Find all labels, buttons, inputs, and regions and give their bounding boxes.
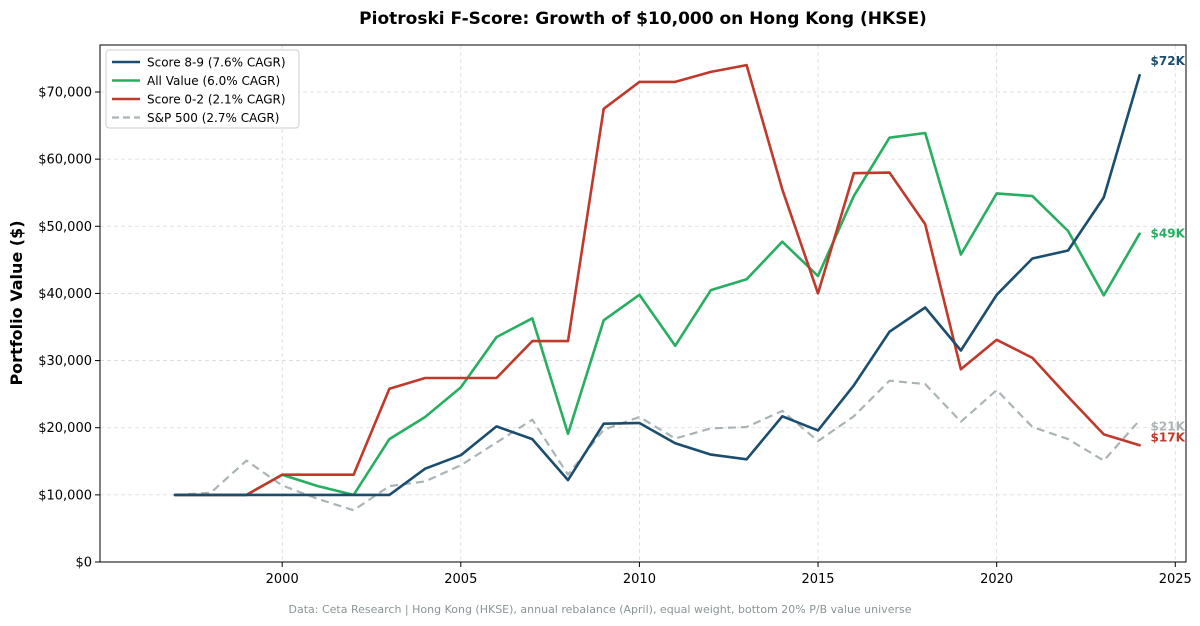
end-labels: $72K $49K $17K$21K xyxy=(1151,54,1186,444)
x-tick-label: 2000 xyxy=(266,572,299,587)
y-tick-label: $0 xyxy=(75,556,92,571)
legend-box xyxy=(105,49,300,129)
x-tick-label: 2025 xyxy=(1159,572,1192,587)
y-tick-label: $60,000 xyxy=(38,153,92,168)
end-label-3: $21K xyxy=(1151,419,1186,433)
legend-label-3: S&P 500 (2.7% CAGR) xyxy=(147,111,279,125)
legend-label-0: Score 8-9 (7.6% CAGR) xyxy=(147,56,286,70)
x-tick-label: 2015 xyxy=(801,572,834,587)
plot-frame xyxy=(99,44,1187,563)
legend: Score 8-9 (7.6% CAGR) All Value (6.0% CAG… xyxy=(105,49,300,129)
series-line-2 xyxy=(173,63,1141,497)
x-tick-label: 2020 xyxy=(980,572,1013,587)
legend-label-1: All Value (6.0% CAGR) xyxy=(147,74,280,88)
legend-label-2: Score 0-2 (2.1% CAGR) xyxy=(147,93,286,107)
grid xyxy=(100,45,1186,563)
y-axis-label: Portfolio Value ($) xyxy=(7,220,26,385)
y-tick-label: $40,000 xyxy=(38,287,92,302)
end-label-2: $17K xyxy=(1151,430,1186,444)
chart-caption: Data: Ceta Research | Hong Kong (HKSE), … xyxy=(289,603,912,616)
y-tick-label: $50,000 xyxy=(38,220,92,235)
end-label-0: $72K xyxy=(1151,54,1186,68)
axis-ticks: $0 $10,000 $20,000 $30,000 $40,000 $50,000 $60… xyxy=(38,86,1192,588)
x-tick-label: 2005 xyxy=(444,572,477,587)
series-line-0 xyxy=(173,73,1141,497)
y-tick-label: $70,000 xyxy=(38,86,92,101)
series-line-1 xyxy=(173,131,1141,497)
x-tick-label: 2010 xyxy=(623,572,656,587)
series-line-3 xyxy=(174,379,1141,512)
series-lines xyxy=(173,63,1141,512)
y-tick-label: $20,000 xyxy=(38,421,92,436)
end-label-1: $49K xyxy=(1151,227,1186,241)
y-tick-label: $10,000 xyxy=(38,488,92,503)
chart-title: Piotroski F-Score: Growth of $10,000 on … xyxy=(359,9,927,29)
y-tick-label: $30,000 xyxy=(38,354,92,369)
